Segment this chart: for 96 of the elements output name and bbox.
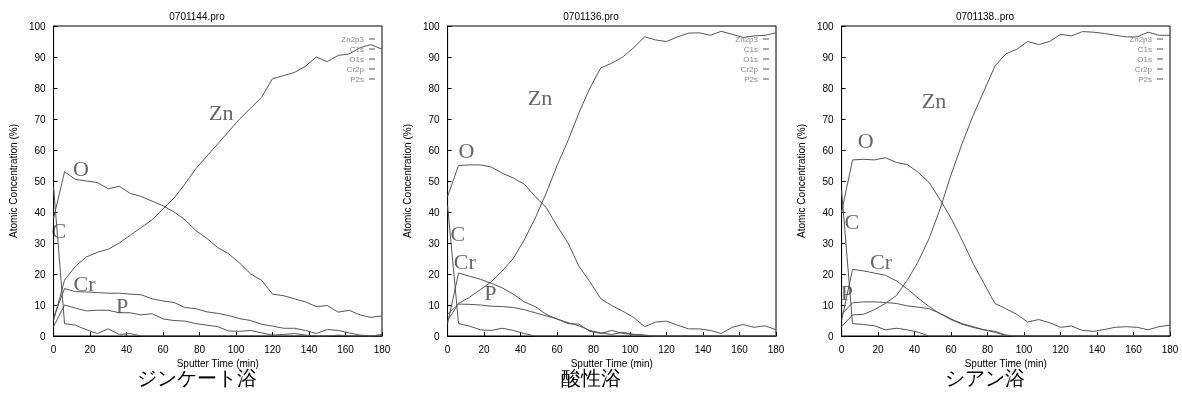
x-tick-label: 100 bbox=[227, 343, 245, 355]
x-tick-label: 60 bbox=[945, 343, 958, 355]
legend-label: O1s bbox=[743, 54, 758, 64]
y-tick-label: 80 bbox=[34, 82, 47, 94]
y-tick-label: 10 bbox=[822, 299, 835, 311]
y-tick-label: 10 bbox=[34, 299, 47, 311]
y-tick-label: 30 bbox=[822, 237, 835, 249]
legend-label: C1s bbox=[743, 44, 758, 54]
x-tick-label: 60 bbox=[157, 343, 170, 355]
y-axis-title: Atomic Concentration (%) bbox=[401, 124, 413, 238]
y-tick-label: 100 bbox=[28, 20, 47, 32]
annotation: Zn bbox=[209, 100, 234, 126]
y-tick-label: 70 bbox=[822, 113, 835, 125]
y-tick-label: 0 bbox=[828, 330, 835, 342]
y-tick-label: 90 bbox=[428, 51, 441, 63]
y-tick-label: 60 bbox=[428, 144, 441, 156]
y-tick-label: 90 bbox=[822, 51, 835, 63]
annotation: O bbox=[857, 128, 874, 154]
x-tick-label: 20 bbox=[872, 343, 885, 355]
x-tick-label: 100 bbox=[621, 343, 639, 355]
annotation: Cr bbox=[73, 270, 97, 296]
annotation: O bbox=[73, 156, 89, 182]
x-tick-label: 40 bbox=[909, 343, 921, 355]
x-tick-label: 180 bbox=[767, 343, 785, 355]
y-tick-label: 30 bbox=[428, 237, 441, 249]
legend-label: Cr2p bbox=[346, 64, 365, 74]
annotation: Zn bbox=[527, 84, 553, 110]
x-tick-label: 80 bbox=[587, 343, 600, 355]
chart-title: 0701138..pro bbox=[955, 10, 1015, 22]
chart-title: 0701144.pro bbox=[169, 10, 226, 22]
y-axis-title: Atomic Concentration (%) bbox=[795, 124, 807, 238]
x-tick-label: 120 bbox=[1052, 343, 1070, 355]
x-tick-label: 80 bbox=[981, 343, 994, 355]
x-tick-label: 120 bbox=[264, 343, 282, 355]
x-tick-label: 180 bbox=[373, 343, 391, 355]
y-tick-label: 50 bbox=[822, 175, 835, 187]
x-tick-label: 20 bbox=[478, 343, 491, 355]
y-tick-label: 50 bbox=[428, 175, 441, 187]
annotation: Zn bbox=[921, 87, 947, 113]
legend-label: C1s bbox=[1137, 44, 1152, 54]
legend-label: O1s bbox=[349, 54, 364, 64]
y-tick-label: 30 bbox=[34, 237, 47, 249]
y-tick-label: 90 bbox=[34, 51, 47, 63]
y-tick-label: 80 bbox=[428, 82, 441, 94]
x-tick-label: 80 bbox=[193, 343, 206, 355]
x-tick-label: 60 bbox=[551, 343, 564, 355]
y-axis-title: Atomic Concentration (%) bbox=[7, 124, 19, 238]
x-tick-label: 160 bbox=[731, 343, 749, 355]
legend-label: Zn2p3 bbox=[735, 34, 759, 44]
x-tick-label: 100 bbox=[1015, 343, 1033, 355]
y-tick-label: 50 bbox=[34, 175, 47, 187]
x-tick-label: 140 bbox=[300, 343, 318, 355]
y-tick-label: 10 bbox=[428, 299, 441, 311]
x-tick-label: 160 bbox=[337, 343, 355, 355]
x-tick-label: 40 bbox=[515, 343, 527, 355]
y-tick-label: 40 bbox=[822, 206, 835, 218]
annotation: P bbox=[484, 280, 497, 306]
x-tick-label: 180 bbox=[1161, 343, 1179, 355]
legend-label: Cr2p bbox=[740, 64, 759, 74]
x-tick-label: 20 bbox=[84, 343, 97, 355]
y-tick-label: 70 bbox=[34, 113, 47, 125]
y-tick-label: 60 bbox=[34, 144, 47, 156]
y-tick-label: 70 bbox=[428, 113, 441, 125]
annotation: C bbox=[844, 208, 860, 234]
annotation: P bbox=[115, 292, 129, 318]
y-tick-label: 100 bbox=[816, 20, 835, 32]
legend-label: P2s bbox=[744, 74, 758, 84]
y-tick-label: 100 bbox=[422, 20, 441, 32]
x-tick-label: 120 bbox=[658, 343, 676, 355]
legend-label: Cr2p bbox=[1134, 64, 1153, 74]
y-tick-label: 0 bbox=[434, 330, 441, 342]
y-tick-label: 40 bbox=[34, 206, 47, 218]
x-tick-label: 0 bbox=[838, 343, 845, 355]
y-tick-label: 20 bbox=[34, 268, 47, 280]
y-tick-label: 20 bbox=[428, 268, 441, 280]
annotation: Cr bbox=[453, 249, 477, 275]
x-tick-label: 140 bbox=[694, 343, 712, 355]
legend-label: O1s bbox=[1137, 54, 1152, 64]
x-tick-label: 140 bbox=[1088, 343, 1106, 355]
legend-label: P2s bbox=[350, 74, 364, 84]
legend-label: P2s bbox=[1138, 74, 1152, 84]
y-tick-label: 40 bbox=[428, 206, 441, 218]
y-tick-label: 80 bbox=[822, 82, 835, 94]
x-tick-label: 0 bbox=[444, 343, 451, 355]
annotation: Cr bbox=[870, 249, 893, 275]
x-tick-label: 160 bbox=[1125, 343, 1143, 355]
y-tick-label: 20 bbox=[822, 268, 835, 280]
y-tick-label: 60 bbox=[822, 144, 835, 156]
x-tick-label: 40 bbox=[121, 343, 133, 355]
legend-label: Zn2p3 bbox=[1129, 34, 1153, 44]
annotation: C bbox=[450, 221, 466, 247]
y-tick-label: 0 bbox=[40, 330, 47, 342]
chart-title: 0701136.pro bbox=[563, 10, 620, 22]
legend-label: Zn2p3 bbox=[341, 34, 365, 44]
x-tick-label: 0 bbox=[50, 343, 57, 355]
annotation: O bbox=[458, 137, 475, 163]
